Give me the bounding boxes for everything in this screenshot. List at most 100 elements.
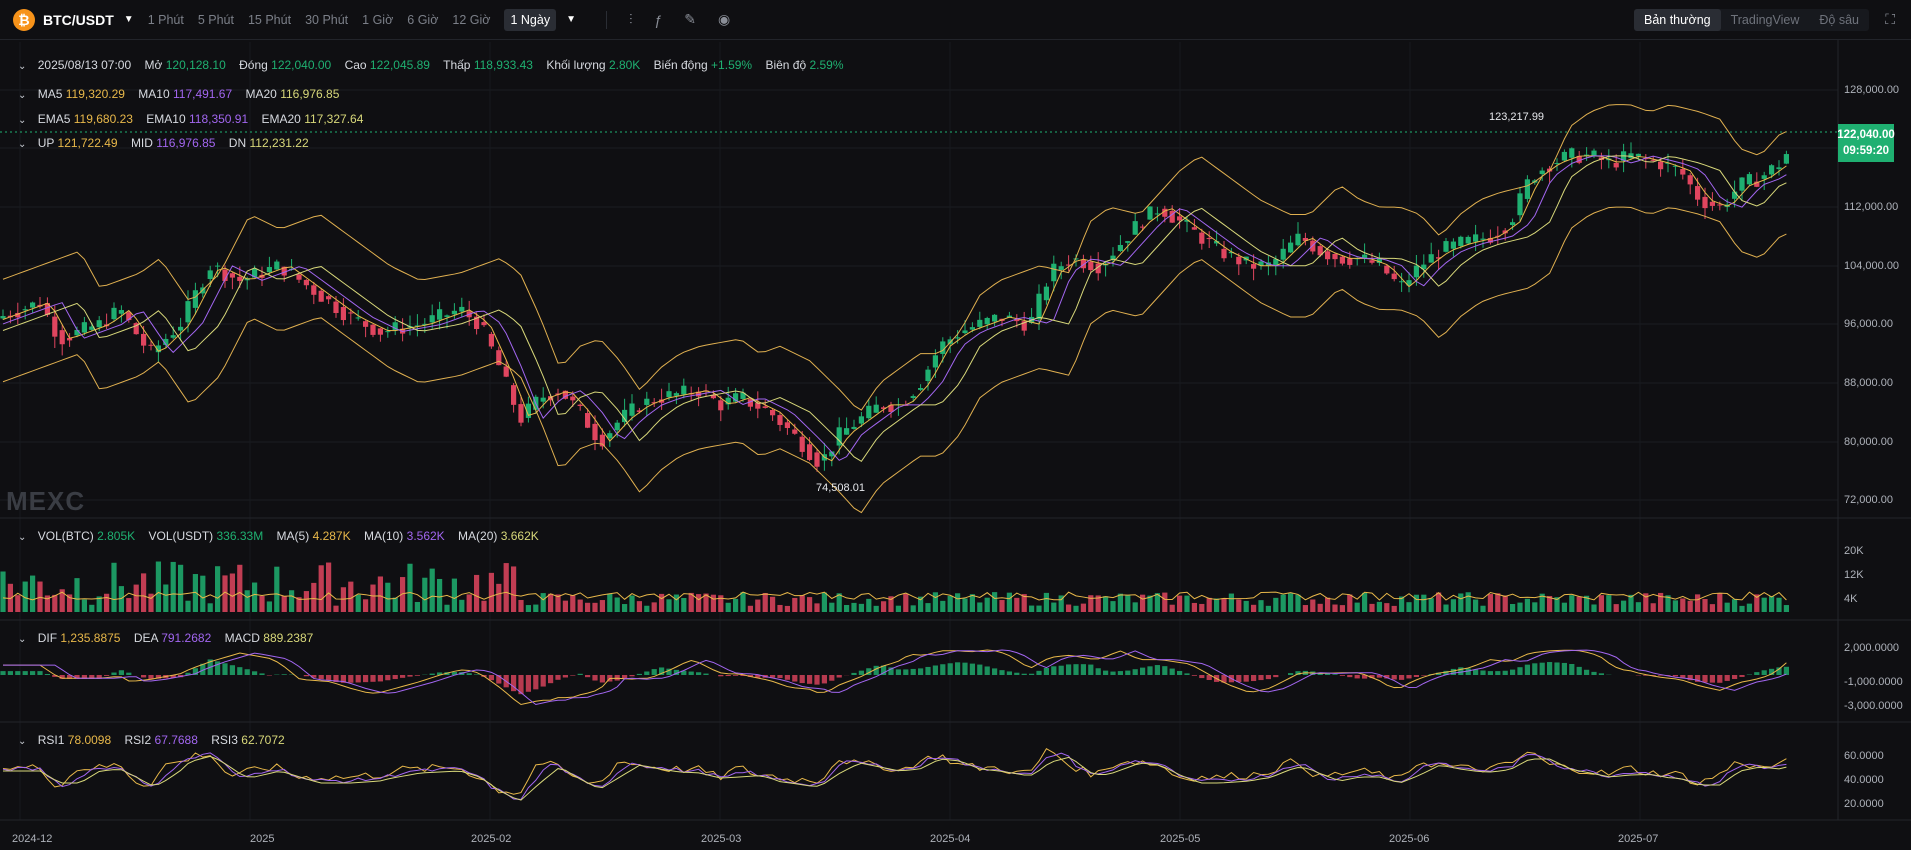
pair-selector[interactable]: BTC/USDT [43, 11, 114, 28]
macd-histogram-bar [725, 675, 731, 677]
volume-bar [67, 594, 73, 612]
candle-body [185, 301, 191, 323]
macd-histogram-bar [1347, 675, 1353, 678]
collapse-icon[interactable]: ⌄ [18, 532, 27, 543]
candle-body [22, 309, 28, 311]
volume-bar [940, 600, 946, 612]
candle-body [89, 326, 95, 330]
candle-body [1228, 251, 1234, 254]
boll-mid-label: MID [130, 136, 153, 150]
volume-bar [22, 581, 28, 612]
volume-bar [740, 592, 746, 612]
macd-histogram-bar [807, 675, 813, 684]
collapse-icon[interactable]: ⌄ [18, 61, 27, 72]
volume-bar [1258, 600, 1264, 612]
macd-histogram-bar [1436, 672, 1442, 675]
macd-histogram-bar [1724, 675, 1730, 681]
pencil-icon[interactable]: ✎ [684, 11, 697, 27]
volume-bar [1206, 597, 1212, 612]
timeframe-1m[interactable]: 1 Phút [147, 12, 184, 27]
rsi2-value: 67.7688 [154, 733, 198, 747]
macd-histogram-bar [1140, 667, 1146, 675]
timeframe-1h[interactable]: 1 Giờ [362, 12, 394, 27]
macd-histogram-bar [1702, 675, 1708, 683]
candle-body [1576, 155, 1582, 163]
timeframe-30m[interactable]: 30 Phút [305, 12, 349, 27]
candle-body [1140, 226, 1146, 228]
candle-body [829, 451, 835, 457]
collapse-icon[interactable]: ⌄ [18, 634, 27, 645]
volume-bar [629, 595, 635, 612]
volume-bar [370, 584, 376, 612]
candle-body [1236, 256, 1242, 265]
drawing-tools-icon[interactable]: ƒ [654, 11, 663, 28]
volume-bar [836, 593, 842, 612]
volume-bar [451, 578, 457, 612]
macd-histogram-bar [385, 675, 391, 681]
candle-body [178, 326, 184, 331]
candle-body [1436, 257, 1442, 259]
macd-histogram-bar [540, 675, 546, 687]
macd-histogram-bar [932, 665, 938, 675]
macd-label: MACD [224, 631, 260, 645]
ema5-value: 119,680.23 [73, 112, 133, 126]
volume-bar [1473, 599, 1479, 612]
view-tradingview[interactable]: TradingView [1730, 13, 1800, 27]
volume-tick: 20K [1844, 545, 1864, 557]
fullscreen-icon[interactable]: ⛶ [1885, 11, 1895, 27]
mexc-watermark: MEXC [6, 486, 86, 516]
candle-body [577, 404, 583, 406]
volume-bar [163, 584, 169, 612]
volume-bar [74, 578, 80, 612]
collapse-icon[interactable]: ⌄ [18, 139, 27, 150]
collapse-icon[interactable]: ⌄ [18, 90, 27, 101]
candle-body [96, 320, 102, 328]
volume-bar [903, 593, 909, 612]
volume-bar [1080, 603, 1086, 612]
macd-histogram-bar [44, 673, 50, 675]
chevron-down-icon[interactable]: ▼ [123, 14, 134, 25]
time-tick: 2025-05 [1160, 833, 1201, 845]
volume-bar [0, 571, 6, 612]
volume-bar [1058, 595, 1064, 612]
volume-bar [459, 599, 465, 612]
candle-body [496, 350, 502, 366]
timeframe-15m[interactable]: 15 Phút [247, 12, 292, 27]
screenshot-icon[interactable]: ◉ [718, 11, 731, 27]
volume-tick: 12K [1844, 569, 1864, 581]
volume-bar [614, 597, 620, 612]
collapse-icon[interactable]: ⌄ [18, 736, 27, 747]
macd-histogram-bar [1206, 675, 1212, 680]
macd-histogram-bar [673, 669, 679, 675]
collapse-icon[interactable]: ⌄ [18, 115, 27, 126]
view-depth[interactable]: Độ sâu [1819, 13, 1859, 27]
vol-ma20-value: 3.662K [500, 529, 539, 543]
candle-body [1628, 153, 1634, 159]
candle-body [1687, 175, 1693, 185]
macd-histogram-bar [1776, 667, 1782, 675]
timeframe-more-icon[interactable]: ▼ [566, 14, 576, 25]
timeframe-12h[interactable]: 12 Giờ [452, 12, 491, 27]
timeframe-5m[interactable]: 5 Phút [197, 12, 234, 27]
candle-body [1510, 222, 1516, 226]
volume-bar [895, 605, 901, 612]
candle-body [67, 337, 73, 341]
timeframe-6h[interactable]: 6 Giờ [407, 12, 439, 27]
candle-body [1162, 208, 1168, 217]
volume-bar [873, 605, 879, 612]
candle-body [925, 369, 931, 382]
timeframe-1d[interactable]: 1 Ngày [504, 8, 557, 31]
candle-body [1021, 321, 1027, 331]
volume-bar [207, 603, 213, 612]
volume-bar [992, 592, 998, 612]
candle-body [1517, 193, 1523, 216]
candle-body [940, 341, 946, 354]
view-standard[interactable]: Bản thường [1633, 9, 1721, 31]
volume-bar [311, 582, 317, 612]
indicator-icon[interactable]: ⫶ [629, 11, 633, 27]
macd-histogram-bar [999, 670, 1005, 675]
candle-body [1399, 281, 1405, 283]
candle-body [274, 261, 280, 270]
vol-btc-value: 2.805K [97, 529, 136, 543]
